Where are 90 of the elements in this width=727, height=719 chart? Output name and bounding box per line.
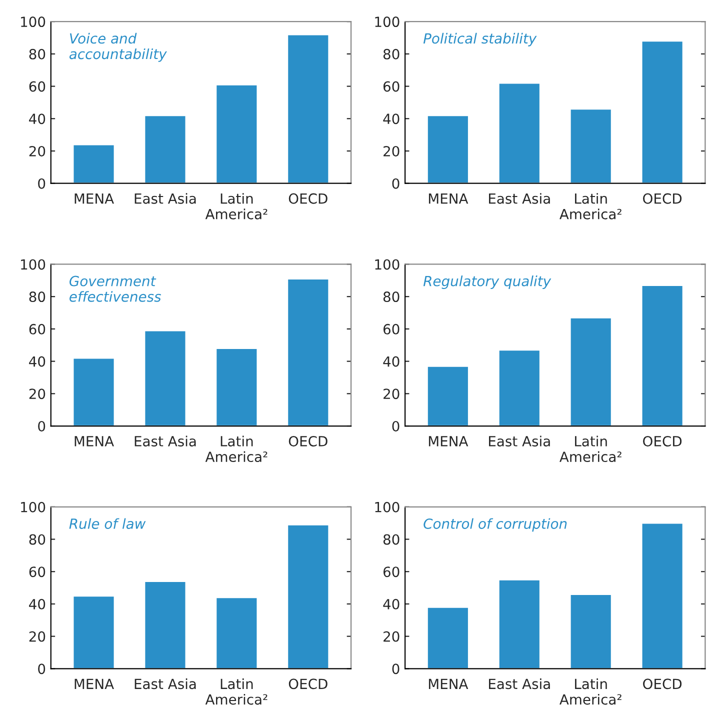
y-tick-label: 0 (392, 420, 400, 432)
y-tick-label: 20 (384, 631, 400, 642)
x-tick-label: Latin America² (560, 436, 622, 462)
y-tick-label: 100 (375, 259, 400, 270)
x-tick-label: OECD (643, 436, 682, 446)
x-tick-label: OECD (643, 193, 682, 204)
bar (426, 606, 470, 669)
text: Rule of law (69, 518, 146, 529)
x-tick-label: MENA (74, 436, 114, 446)
x-tick-label: Latin America² (205, 436, 268, 462)
y-tick-label: 0 (392, 664, 400, 674)
y-tick-label: 40 (383, 598, 400, 610)
bar (569, 108, 612, 184)
bar (72, 144, 116, 184)
x-tick-label: MENA (428, 436, 468, 446)
bar (72, 595, 116, 669)
x-tick-label: East Asia (489, 678, 550, 690)
y-tick-label: 20 (384, 388, 400, 400)
x-tick-label: East Asia (134, 436, 196, 446)
x-tick-label: OECD (643, 678, 682, 690)
x-tick-label: OECD (288, 193, 328, 204)
y-tick-label: 80 (383, 534, 400, 545)
x-tick-label: East Asia (134, 193, 196, 204)
y-tick-label: 100 (21, 16, 46, 28)
bar (426, 114, 470, 184)
y-tick-label: 80 (29, 534, 46, 545)
bar (286, 278, 330, 426)
bar (286, 34, 330, 184)
x-tick-label: OECD (288, 678, 328, 690)
x-tick-label: MENA (74, 193, 114, 204)
bar (498, 82, 541, 184)
x-tick-label: Latin America² (205, 678, 268, 705)
y-tick-label: 0 (38, 420, 46, 432)
y-tick-label: 40 (383, 114, 400, 124)
x-tick-label: Latin America² (560, 193, 622, 220)
y-tick-label: 60 (383, 81, 400, 92)
text: Government effectiveness (70, 276, 161, 302)
y-tick-label: 80 (383, 292, 400, 302)
y-tick-label: 20 (29, 388, 46, 400)
text: Voice and accountability (69, 32, 167, 62)
x-tick-label: East Asia (489, 193, 550, 204)
y-tick-label: 80 (383, 48, 400, 60)
y-tick-label: 60 (29, 566, 46, 578)
y-tick-label: 0 (38, 664, 46, 674)
y-tick-label: 40 (383, 356, 400, 367)
y-tick-label: 40 (29, 598, 46, 610)
y-tick-label: 60 (29, 324, 46, 334)
bar (215, 596, 258, 669)
y-tick-label: 100 (375, 502, 400, 512)
x-tick-label: OECD (288, 436, 328, 446)
bar (498, 579, 541, 669)
bar (144, 580, 187, 669)
text: Control of corruption (424, 518, 567, 532)
y-tick-label: 100 (375, 16, 400, 28)
y-tick-label: 80 (29, 48, 46, 60)
y-tick-label: 20 (29, 631, 46, 642)
y-tick-label: 60 (383, 566, 400, 578)
y-tick-label: 20 (384, 146, 400, 156)
y-tick-label: 40 (29, 356, 46, 367)
bar (72, 357, 116, 426)
y-tick-label: 60 (383, 324, 400, 334)
bar (640, 522, 684, 669)
x-tick-label: East Asia (134, 678, 196, 690)
bar (426, 365, 470, 426)
y-tick-label: 60 (29, 81, 46, 92)
bar (286, 524, 330, 669)
bar (215, 348, 258, 426)
y-tick-label: 0 (38, 178, 46, 189)
text: Regulatory quality (423, 276, 552, 289)
y-tick-label: 0 (392, 178, 400, 189)
x-tick-label: Latin America² (560, 678, 622, 705)
bar (498, 349, 541, 426)
y-tick-label: 20 (29, 146, 46, 156)
y-tick-label: 40 (29, 114, 46, 124)
bar (569, 594, 612, 669)
text: Political stability (423, 32, 537, 46)
x-tick-label: Latin America² (205, 193, 268, 220)
x-tick-label: MENA (74, 678, 114, 689)
y-tick-label: 100 (21, 259, 46, 270)
x-tick-label: MENA (428, 193, 468, 204)
bar (144, 114, 187, 184)
y-tick-label: 80 (29, 292, 46, 302)
x-tick-label: MENA (428, 678, 468, 689)
y-tick-label: 100 (21, 502, 46, 512)
bar (640, 284, 684, 426)
bar (215, 84, 258, 184)
x-tick-label: East Asia (489, 436, 550, 446)
bar (569, 316, 612, 426)
bar (144, 330, 187, 426)
bar (640, 40, 684, 184)
